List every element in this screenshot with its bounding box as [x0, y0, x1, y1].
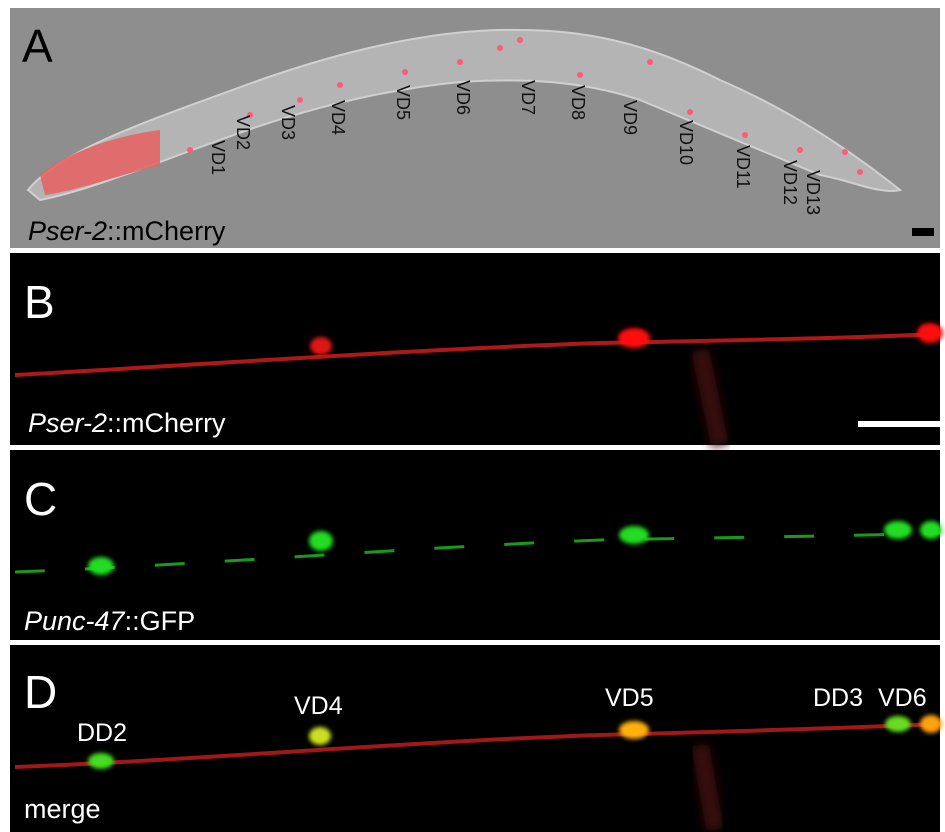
- caption-text: ::mCherry: [107, 408, 226, 438]
- cell-body: [88, 557, 114, 575]
- scale-bar: [858, 421, 940, 427]
- cell-body: [920, 521, 942, 539]
- cell-label: VD2: [233, 115, 253, 150]
- cell-body: [310, 337, 332, 355]
- cell-body: [920, 715, 942, 733]
- cell-label: VD11: [733, 145, 753, 189]
- caption-italic: Punc-47: [24, 606, 126, 636]
- caption: merge: [24, 794, 101, 824]
- cell-label: DD3: [813, 684, 863, 712]
- caption-text: merge: [24, 794, 101, 824]
- caption-italic: Pser-2: [28, 408, 107, 438]
- cell-body: [309, 727, 331, 745]
- caption-text: ::GFP: [125, 606, 196, 636]
- cell-label: VD9: [620, 100, 640, 135]
- cell-body: [618, 328, 650, 348]
- cell-label: VD7: [518, 80, 538, 115]
- cell-label: DD2: [77, 719, 127, 747]
- panel-letter: C: [24, 473, 57, 525]
- figure: A Pser-2::mCherry VD1VD2VD3VD4VD5VD6VD7V…: [0, 0, 945, 832]
- cell-body: [884, 521, 912, 539]
- panel-d: D merge DD2 VD4 VD5 DD3 VD6: [10, 645, 942, 832]
- panel-c: C Punc-47::GFP: [10, 450, 942, 640]
- caption-italic: Pser-2: [28, 216, 107, 246]
- caption-text: ::mCherry: [107, 216, 226, 246]
- caption: Pser-2::mCherry: [28, 408, 226, 438]
- panel-letter: D: [24, 666, 57, 718]
- panel-letter: B: [24, 276, 55, 328]
- cell-body: [917, 323, 943, 343]
- scale-bar: [912, 228, 934, 236]
- cell-label: VD8: [568, 85, 588, 120]
- cell-label: VD4: [294, 692, 343, 720]
- cell-label: VD10: [676, 120, 696, 165]
- cell-label: VD6: [878, 684, 927, 712]
- cell-body: [619, 526, 649, 544]
- panel-background: [10, 645, 940, 832]
- cell-label: VD6: [453, 80, 473, 115]
- cell-body: [885, 716, 911, 732]
- cell-body: [309, 531, 333, 551]
- panel-b: B Pser-2::mCherry: [10, 253, 943, 445]
- cell-label: VD4: [328, 100, 348, 135]
- cell-label: VD5: [393, 85, 413, 120]
- cell-label: VD5: [605, 684, 654, 712]
- cell-label: VD1: [208, 140, 228, 175]
- caption: Punc-47::GFP: [24, 606, 195, 636]
- cell-body: [88, 753, 114, 769]
- panel-letter: A: [22, 20, 53, 72]
- cell-label: VD12: [780, 160, 800, 205]
- caption: Pser-2::mCherry: [28, 216, 226, 246]
- cell-label: VD3: [278, 105, 298, 140]
- cell-body: [619, 721, 649, 739]
- cell-label: VD13: [803, 170, 823, 215]
